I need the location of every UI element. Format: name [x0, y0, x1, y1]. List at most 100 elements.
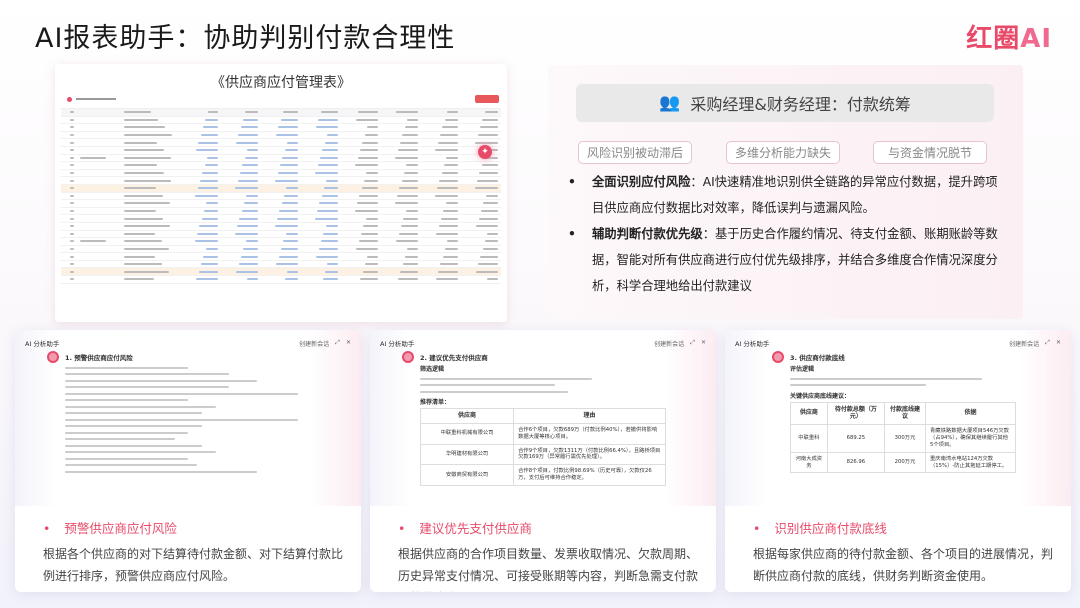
- ai-assistant-button[interactable]: ✦: [478, 145, 492, 159]
- expand-icon[interactable]: ⤢: [690, 338, 695, 346]
- recommendation-table: 供应商 理由 中联重科机械有限公司 合作6个项目，欠款689万（付款比例40%），若…: [419, 408, 666, 487]
- expand-icon[interactable]: ⤢: [335, 338, 340, 346]
- text-line: [65, 412, 202, 414]
- card-title: • 建议优先支付供应商: [398, 521, 532, 536]
- table-header-row: [61, 109, 501, 117]
- table-title: 《供应商应付管理表》: [211, 75, 351, 91]
- table-row: [61, 268, 501, 277]
- bullet-title: 全面识别应付风险: [592, 175, 691, 189]
- report-icon: [67, 96, 72, 102]
- table-row: [61, 124, 501, 132]
- payables-table: [61, 108, 501, 284]
- bullet-text: ：AI快速精准地识别供全链路的异常应付数据，提升跨项目供应商应付数据比对效率，降…: [592, 175, 998, 215]
- bullet-title: 辅助判断付款优先级: [592, 227, 703, 241]
- ai-avatar: [402, 351, 414, 363]
- table-row: [61, 193, 501, 201]
- text-line: [65, 418, 298, 421]
- assistant-screenshot: AI 分析助手 创建新会话 ⤢ ✕ 2. 建议优先支付供应商 筛选逻辑 推荐清单： 供…: [370, 330, 716, 506]
- export-button[interactable]: [475, 95, 499, 103]
- card-title: • 预警供应商应付风险: [43, 521, 177, 536]
- text-line: [65, 425, 202, 427]
- text-line: [65, 431, 189, 434]
- table-row: [61, 200, 501, 208]
- table-row: 华明建材有限公司 合作9个项目，欠款1311万（付款比例66.4%），且路桥项目欠…: [419, 443, 666, 466]
- answer-subheading: 评估逻辑: [790, 366, 815, 373]
- pain-tag: 多维分析能力缺失: [726, 141, 840, 164]
- table-row: [61, 261, 501, 269]
- ai-avatar: [47, 351, 59, 363]
- role-heading-text: 采购经理&财务经理：付款统筹: [690, 95, 911, 114]
- expand-icon[interactable]: ⤢: [1045, 338, 1050, 346]
- table-row: [61, 184, 501, 193]
- text-line: [65, 399, 189, 401]
- table-row: [61, 238, 501, 246]
- pain-tag: 风险识别被动滞后: [578, 141, 692, 164]
- answer-text: [65, 366, 339, 473]
- table-row: [61, 139, 501, 147]
- text-line: [65, 386, 230, 388]
- table-row: [61, 223, 501, 231]
- card-description: 根据每家供应商的待付款金额、各个项目的进展情况，判断供应商付款的底线，供财务判断…: [753, 547, 1054, 583]
- role-panel: 👥 采购经理&财务经理：付款统筹 风险识别被动滞后 多维分析能力缺失 与资金情况脱…: [548, 65, 1023, 319]
- new-session-button[interactable]: 创建新会话: [299, 340, 330, 348]
- text-line: [65, 373, 230, 375]
- feature-card-priority: AI 分析助手 创建新会话 ⤢ ✕ 2. 建议优先支付供应商 筛选逻辑 推荐清单： 供…: [370, 330, 716, 592]
- feature-card-baseline: AI 分析助手 创建新会话 ⤢ ✕ 3. 供应商付款底线 评估逻辑 关键供应商底线建议…: [725, 330, 1071, 592]
- assistant-title: AI 分析助手: [735, 340, 770, 348]
- answer-heading: 1. 预警供应商应付风险: [65, 354, 133, 362]
- table-row: [61, 170, 501, 178]
- pain-tag: 与资金情况脱节: [873, 141, 987, 164]
- table-row: [61, 231, 501, 239]
- logo-text: 红圈: [966, 24, 1021, 54]
- card-description: 根据供应商的合作项目数量、发票收取情况、欠款周期、历史异常支付情况、可接受账期等…: [398, 547, 699, 592]
- text-line: [65, 451, 216, 453]
- answer-heading: 2. 建议优先支付供应商: [420, 354, 488, 362]
- text-line: [65, 464, 197, 466]
- table-row: [61, 177, 501, 185]
- table-row: 河南大成资务 826.96 200万元 重庆南湾水电站124万欠款（15%）-防止其拖…: [790, 451, 1016, 474]
- assistant-screenshot: AI 分析助手 创建新会话 ⤢ ✕ 3. 供应商付款底线 评估逻辑 关键供应商底线建议…: [725, 330, 1071, 506]
- table-row: [61, 132, 501, 140]
- payables-table-screenshot: 《供应商应付管理表》 ✦: [55, 64, 507, 322]
- brand-logo: 红圈AI: [966, 18, 1052, 55]
- users-icon: 👥: [659, 93, 681, 113]
- new-session-button[interactable]: 创建新会话: [654, 340, 685, 348]
- logo-ai: AI: [1020, 24, 1052, 54]
- close-icon[interactable]: ✕: [345, 338, 351, 346]
- ai-avatar: [772, 351, 784, 363]
- table-row: [61, 147, 501, 155]
- table-row: 中联重科 689.25 300万元 青藏铁路数据大厦项目546万欠款（占94%），确保…: [790, 424, 1016, 453]
- text-line: [65, 379, 257, 382]
- text-line: [65, 470, 257, 473]
- table-row: 中联重科机械有限公司 合作6个项目，欠款689万（付款比例40%），若撤供将影响数…: [419, 422, 666, 445]
- table-row: [61, 162, 501, 170]
- bullet-item: • 辅助判断付款优先级：基于历史合作履约情况、待支付金额、账期账龄等数据，智能对所…: [568, 227, 998, 293]
- table-row: [61, 276, 501, 284]
- table-row: [61, 215, 501, 223]
- text-line: [65, 438, 175, 440]
- table-row: [61, 117, 501, 125]
- card-description: 根据各个供应商的对下结算待付款金额、对下结算付款比例进行排序，预警供应商应付风险…: [43, 547, 344, 583]
- answer-subheading: 关键供应商底线建议：: [790, 392, 851, 400]
- table-row: [61, 246, 501, 254]
- table-row: [61, 253, 501, 261]
- bullet-text: ：基于历史合作履约情况、待支付金额、账期账龄等数据，智能对所有供应商进行应付优先…: [592, 227, 998, 293]
- bullet-item: • 全面识别应付风险：AI快速精准地识别供全链路的异常应付数据，提升跨项目供应商应…: [568, 175, 998, 215]
- assistant-screenshot: AI 分析助手 创建新会话 ⤢ ✕ 1. 预警供应商应付风险: [15, 330, 361, 506]
- text-line: [65, 457, 189, 460]
- text-line: [65, 405, 216, 408]
- assistant-title: AI 分析助手: [25, 340, 60, 348]
- answer-subheading: 推荐清单：: [420, 399, 451, 406]
- new-session-button[interactable]: 创建新会话: [1009, 340, 1040, 348]
- page-title: AI报表助手：协助判别付款合理性: [35, 23, 456, 54]
- table-row: [61, 155, 501, 163]
- table-row: 安徽商贸有限公司 合作8个项目，付款比例98.69%（历史可靠），欠款仅26万，支…: [419, 464, 666, 487]
- feature-card-risk: AI 分析助手 创建新会话 ⤢ ✕ 1. 预警供应商应付风险 • 预警供应商应付风险根据…: [15, 330, 361, 592]
- text-line: [65, 366, 189, 369]
- report-toolbar: [55, 92, 507, 106]
- text-line: [65, 444, 202, 447]
- answer-heading: 3. 供应商付款底线: [790, 354, 845, 362]
- text-line: [65, 392, 298, 395]
- close-icon[interactable]: ✕: [700, 338, 706, 346]
- close-icon[interactable]: ✕: [1055, 338, 1061, 346]
